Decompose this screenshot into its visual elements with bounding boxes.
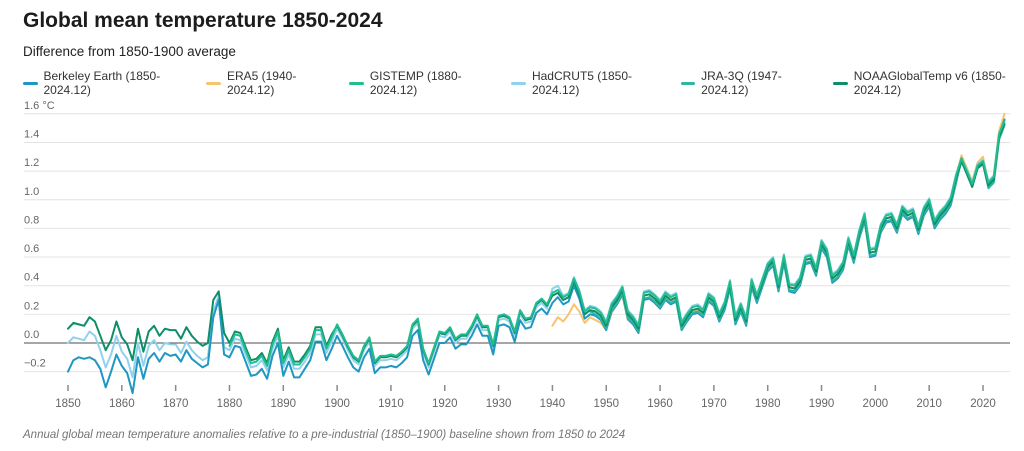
y-axis-tick-label: 1.2: [24, 157, 39, 169]
legend-swatch-icon: [680, 81, 696, 85]
legend-item[interactable]: ERA5 (1940-2024.12): [206, 69, 326, 97]
legend-swatch-icon: [23, 81, 38, 85]
legend-label: HadCRUT5 (1850-2024.12): [531, 69, 632, 97]
x-axis-tick-label: 1950: [593, 398, 619, 410]
legend-item[interactable]: JRA-3Q (1947-2024.12): [680, 69, 811, 97]
x-axis-tick-label: 1900: [324, 398, 350, 410]
legend-item[interactable]: HadCRUT5 (1850-2024.12): [511, 69, 657, 97]
x-axis-tick-label: 1970: [701, 398, 727, 410]
y-axis-tick-label: 1.0: [24, 186, 39, 198]
x-axis-tick-label: 1920: [432, 398, 458, 410]
legend-label: NOAAGlobalTemp v6 (1850-2024.12): [853, 69, 1006, 97]
legend-label: ERA5 (1940-2024.12): [226, 69, 297, 97]
page-title: Global mean temperature 1850-2024: [23, 9, 383, 32]
series-line[interactable]: [67, 118, 1006, 395]
chart-caption: Annual global mean temperature anomalies…: [23, 429, 626, 441]
x-axis-tick-label: 1880: [217, 398, 243, 410]
legend-label: Berkeley Earth (1850-2024.12): [43, 69, 161, 97]
legend-swatch-icon: [349, 81, 364, 85]
legend-item[interactable]: Berkeley Earth (1850-2024.12): [23, 69, 183, 97]
x-axis-tick-label: 2000: [863, 398, 889, 410]
temperature-line-chart[interactable]: 1.6 °C 1.4 1.2 1.0 0.8 0.6 0.4 0.2 0.0 −0.2 1850 18…: [0, 95, 1024, 425]
y-axis-tick-label: 1.6 °C: [24, 100, 55, 112]
legend-item[interactable]: NOAAGlobalTemp v6 (1850-2024.12): [833, 69, 1024, 97]
x-axis-tick-label: 1960: [647, 398, 673, 410]
legend-item[interactable]: GISTEMP (1880-2024.12): [349, 69, 488, 97]
x-axis-tick-label: 1860: [109, 398, 135, 410]
series-line[interactable]: [589, 124, 1006, 333]
x-axis-tick-label: 1980: [755, 398, 781, 410]
legend-label: JRA-3Q (1947-2024.12): [701, 69, 782, 97]
y-axis-tick-label: 0.4: [24, 272, 39, 284]
x-axis-tick-label: 2020: [970, 398, 996, 410]
legend-swatch-icon: [511, 81, 526, 85]
chart-subtitle: Difference from 1850-1900 average: [23, 44, 236, 59]
x-axis-tick-label: 1870: [163, 398, 189, 410]
y-axis-tick-label: 0.8: [24, 214, 39, 226]
chart-legend: Berkeley Earth (1850-2024.12) ERA5 (1940-…: [23, 69, 1024, 97]
x-axis-tick-label: 1990: [809, 398, 835, 410]
x-axis-tick-label: 1930: [486, 398, 512, 410]
legend-swatch-icon: [206, 81, 221, 85]
y-axis-tick-label: 0.2: [24, 300, 39, 312]
x-axis-tick-label: 1940: [540, 398, 566, 410]
y-axis-tick-label: 0.6: [24, 243, 39, 255]
y-axis-tick-label: 1.4: [24, 128, 39, 140]
x-axis-tick-label: 1910: [378, 398, 404, 410]
y-axis-tick-label: 0.0: [24, 329, 39, 341]
series-line[interactable]: [67, 122, 1006, 366]
legend-label: GISTEMP (1880-2024.12): [369, 69, 462, 97]
x-axis-tick-label: 1850: [55, 398, 81, 410]
y-axis-tick-label: −0.2: [24, 358, 46, 370]
series-line[interactable]: [228, 120, 1006, 367]
legend-swatch-icon: [833, 81, 848, 85]
x-axis-tick-label: 2010: [916, 398, 942, 410]
x-axis-tick-label: 1890: [270, 398, 296, 410]
